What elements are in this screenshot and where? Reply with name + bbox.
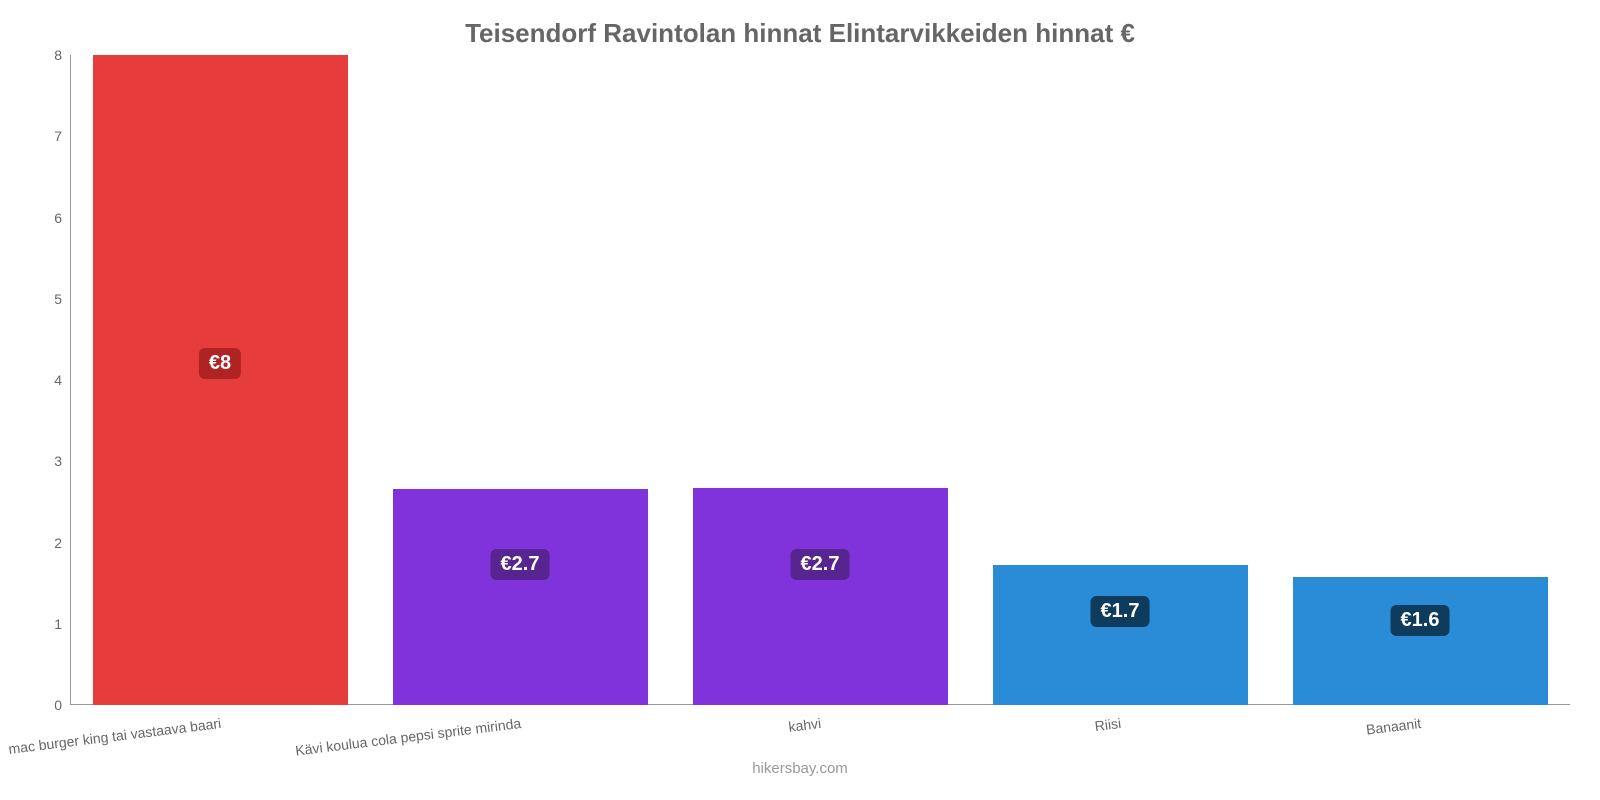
bar: €2.7 <box>693 488 948 705</box>
bar-value-badge: €2.7 <box>491 549 550 580</box>
y-tick: 6 <box>54 210 62 226</box>
y-tick: 5 <box>54 291 62 307</box>
plot-area: 012345678 €8€2.7€2.7€1.7€1.6 <box>70 55 1570 705</box>
y-tick: 8 <box>54 47 62 63</box>
y-tick: 7 <box>54 128 62 144</box>
bar-value-badge: €8 <box>199 348 241 379</box>
bar-value-badge: €2.7 <box>791 549 850 580</box>
y-tick: 2 <box>54 535 62 551</box>
bar: €1.7 <box>993 565 1248 705</box>
bars-container: €8 €2.7 €2.7 €1.7 €1.6 <box>70 55 1570 705</box>
y-tick: 3 <box>54 453 62 469</box>
chart-title: Teisendorf Ravintolan hinnat Elintarvikk… <box>0 18 1600 49</box>
bar-value-badge: €1.7 <box>1091 596 1150 627</box>
chart-footer: hikersbay.com <box>0 760 1600 777</box>
y-tick: 1 <box>54 616 62 632</box>
y-tick: 4 <box>54 372 62 388</box>
bar: €1.6 <box>1293 577 1548 705</box>
y-tick: 0 <box>54 697 62 713</box>
bar: €8 <box>93 55 348 705</box>
bar-value-badge: €1.6 <box>1391 605 1450 636</box>
bar: €2.7 <box>393 489 648 705</box>
